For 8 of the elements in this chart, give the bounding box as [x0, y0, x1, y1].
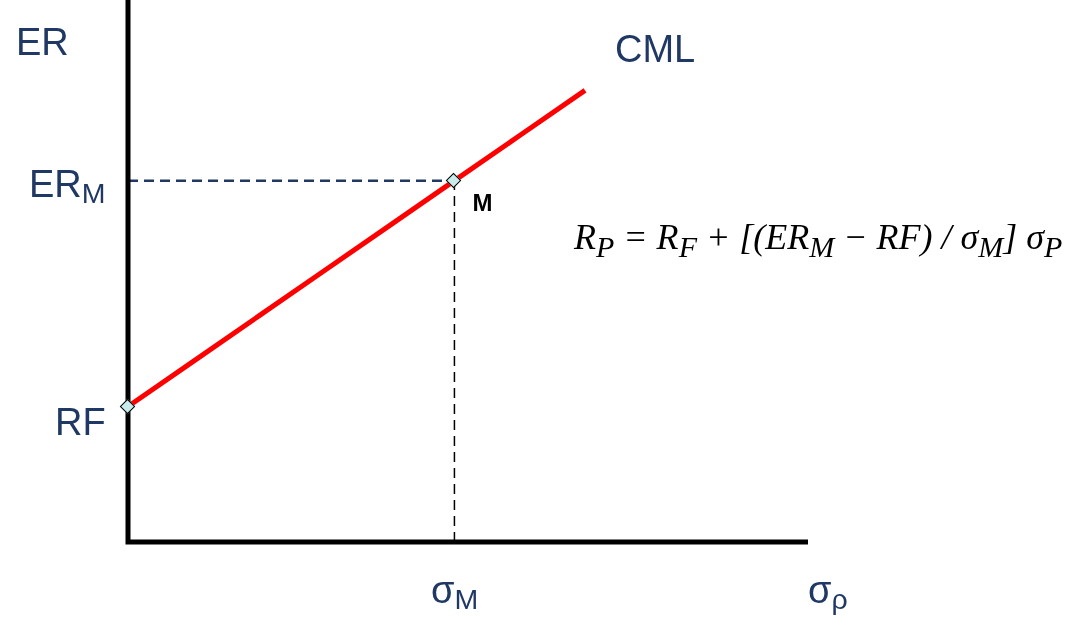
- text: σ$_{ρ}$: [808, 569, 848, 615]
- text: σ$_{M}$: [430, 569, 479, 615]
- annotation: RF: [55, 400, 106, 444]
- y-axis-title: ER: [16, 21, 69, 64]
- text: CML: [615, 28, 696, 72]
- annotation: M: [472, 188, 493, 217]
- ref-line-label: ER$_{M}$: [29, 162, 106, 209]
- text: R$_{P}$ = R$_{F}$ + [(ER$_{M}$ − RF) / σ$_{M}$] σ$_{P}$: [574, 217, 1063, 264]
